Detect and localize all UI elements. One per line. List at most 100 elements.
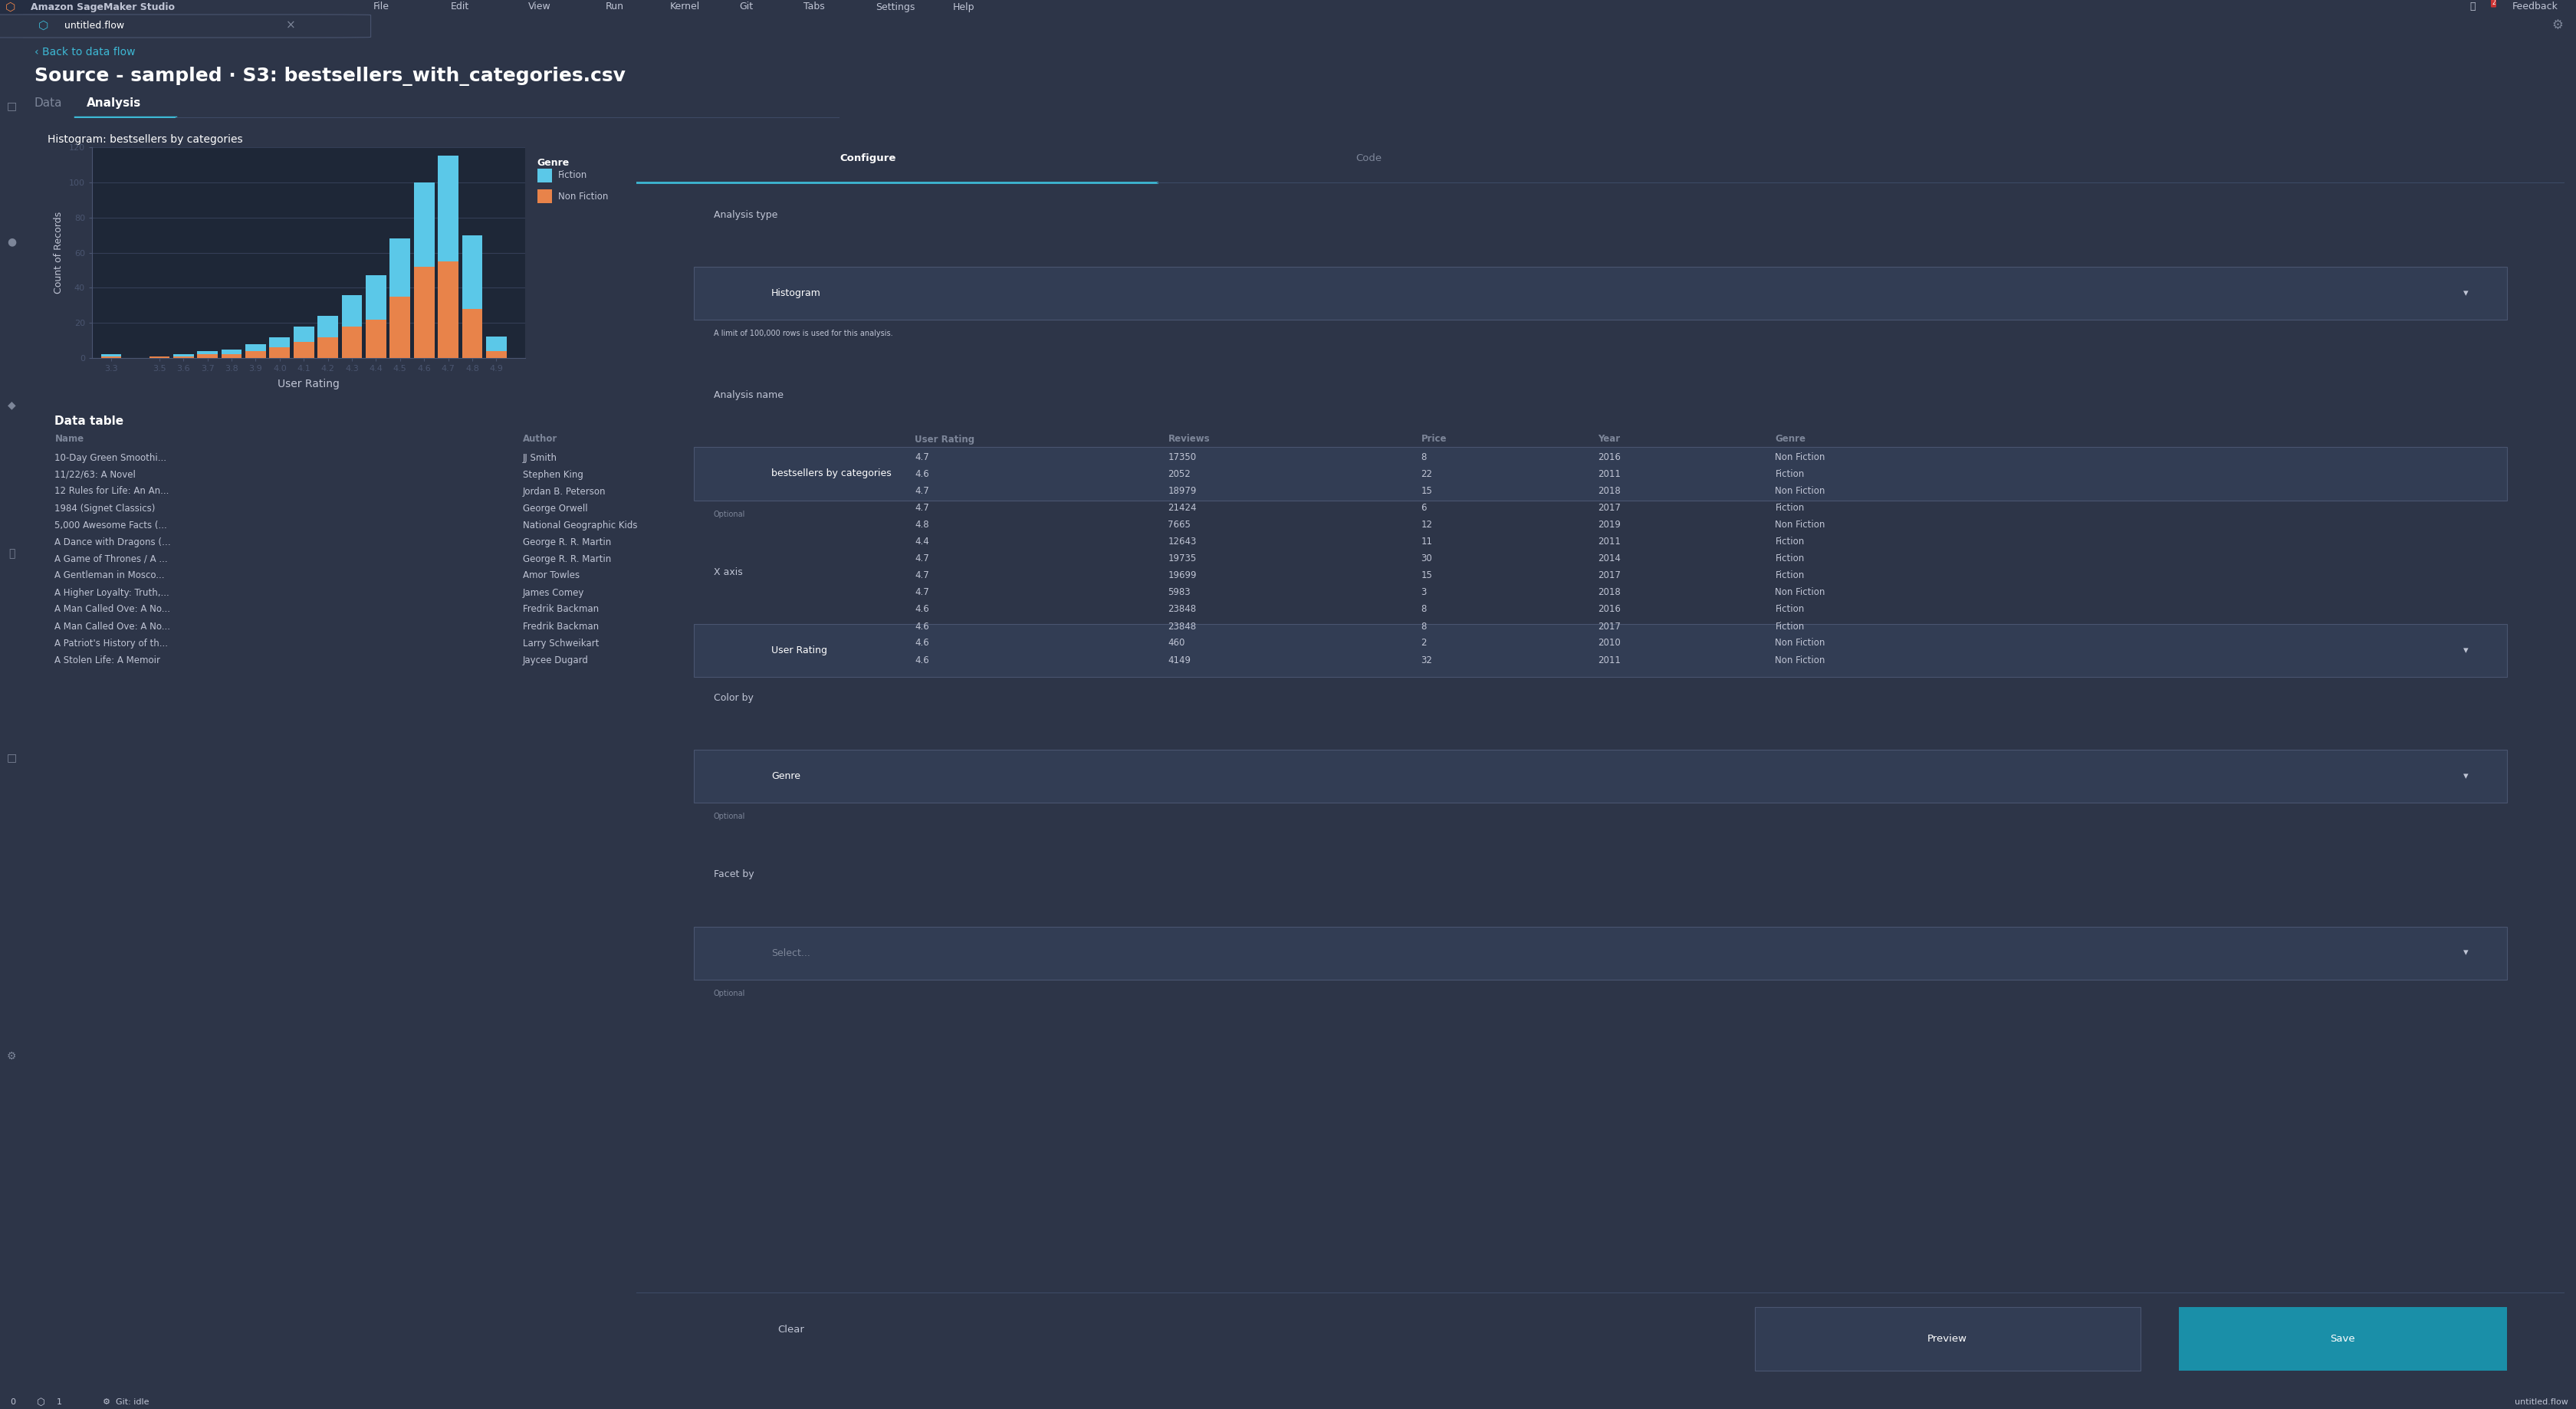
- Text: Fiction: Fiction: [1775, 571, 1803, 581]
- Bar: [438, 262, 459, 358]
- Text: 19699: 19699: [1167, 571, 1198, 581]
- Text: Non Fiction: Non Fiction: [1775, 520, 1826, 530]
- Text: 15: 15: [1422, 486, 1432, 496]
- Text: 2019: 2019: [1597, 520, 1620, 530]
- Text: 17350: 17350: [1167, 452, 1195, 462]
- Text: Amor Towles: Amor Towles: [523, 571, 580, 581]
- Text: 4149: 4149: [1167, 655, 1190, 665]
- Text: A Stolen Life: A Memoir: A Stolen Life: A Memoir: [54, 655, 160, 665]
- Text: James Comey: James Comey: [523, 588, 585, 597]
- Text: Fiction: Fiction: [1775, 554, 1803, 564]
- Text: George R. R. Martin: George R. R. Martin: [523, 554, 611, 564]
- Text: 4.6: 4.6: [914, 638, 930, 648]
- Text: 2017: 2017: [1597, 503, 1620, 513]
- Text: ▾: ▾: [2463, 289, 2468, 299]
- Text: Preview: Preview: [1927, 1334, 1968, 1344]
- Text: Genre: Genre: [1775, 434, 1806, 444]
- Text: 18979: 18979: [1167, 486, 1198, 496]
- Bar: [173, 355, 193, 356]
- Text: Color by: Color by: [714, 693, 752, 703]
- Text: ⬡: ⬡: [5, 1, 15, 13]
- Text: Select...: Select...: [770, 948, 811, 958]
- Text: Data: Data: [33, 97, 62, 108]
- Text: Facet by: Facet by: [714, 869, 755, 879]
- Text: Tabs: Tabs: [804, 1, 824, 11]
- Text: Jordan B. Peterson: Jordan B. Peterson: [523, 486, 605, 496]
- Text: Fiction: Fiction: [1775, 537, 1803, 547]
- Text: 8: 8: [1422, 621, 1427, 631]
- Text: 5983: 5983: [1167, 588, 1190, 597]
- Text: A limit of 100,000 rows is used for this analysis.: A limit of 100,000 rows is used for this…: [714, 330, 891, 338]
- Text: 460: 460: [1167, 638, 1185, 648]
- Text: ▾: ▾: [2463, 771, 2468, 782]
- Bar: [389, 238, 410, 296]
- Text: 11: 11: [1422, 537, 1432, 547]
- Text: 30: 30: [1422, 554, 1432, 564]
- Text: 22: 22: [1422, 469, 1432, 479]
- Bar: [317, 316, 337, 337]
- Bar: [366, 275, 386, 320]
- Text: 23848: 23848: [1167, 604, 1195, 614]
- Bar: [270, 337, 291, 348]
- Text: Fiction: Fiction: [1775, 621, 1803, 631]
- Text: File: File: [374, 1, 389, 11]
- Text: Genre: Genre: [536, 158, 569, 168]
- Text: Genre: Genre: [770, 771, 801, 782]
- Text: 2017: 2017: [1597, 621, 1620, 631]
- Text: 12 Rules for Life: An An...: 12 Rules for Life: An An...: [54, 486, 170, 496]
- Text: □: □: [8, 101, 15, 111]
- Text: Price: Price: [1422, 434, 1448, 444]
- Text: 3: 3: [1422, 588, 1427, 597]
- Text: A Gentleman in Mosco...: A Gentleman in Mosco...: [54, 571, 165, 581]
- Text: Help: Help: [953, 1, 974, 11]
- Text: Configure: Configure: [840, 154, 896, 163]
- Text: ▾: ▾: [2463, 645, 2468, 655]
- Text: Amazon SageMaker Studio: Amazon SageMaker Studio: [31, 1, 175, 11]
- Text: 2011: 2011: [1597, 537, 1620, 547]
- Text: 12: 12: [1422, 520, 1432, 530]
- Text: untitled.flow: untitled.flow: [2514, 1398, 2568, 1406]
- Bar: [294, 342, 314, 358]
- Text: Fiction: Fiction: [559, 170, 587, 180]
- Text: Analysis: Analysis: [88, 97, 142, 108]
- Text: Name: Name: [54, 434, 85, 444]
- Text: 2010: 2010: [1597, 638, 1620, 648]
- Bar: [487, 337, 507, 351]
- Text: A Man Called Ove: A No...: A Man Called Ove: A No...: [54, 604, 170, 614]
- Text: Stephen King: Stephen King: [523, 469, 582, 479]
- Bar: [536, 169, 551, 182]
- FancyBboxPatch shape: [0, 14, 371, 38]
- Text: 2014: 2014: [1597, 554, 1620, 564]
- Text: bestsellers by categories: bestsellers by categories: [770, 469, 891, 479]
- Text: 🎨: 🎨: [8, 548, 15, 559]
- Text: 23848: 23848: [1167, 621, 1195, 631]
- Text: Optional: Optional: [714, 989, 744, 998]
- Bar: [366, 320, 386, 358]
- Text: 0: 0: [10, 1398, 15, 1406]
- Bar: [343, 294, 363, 327]
- Text: Analysis type: Analysis type: [714, 210, 778, 220]
- Text: User Rating: User Rating: [914, 434, 974, 444]
- Text: X axis: X axis: [714, 566, 742, 578]
- Text: 4.7: 4.7: [914, 452, 930, 462]
- Text: A Patriot's History of th...: A Patriot's History of th...: [54, 638, 167, 648]
- Text: 4.4: 4.4: [914, 537, 930, 547]
- Text: Non Fiction: Non Fiction: [1775, 588, 1826, 597]
- Text: 4.6: 4.6: [914, 469, 930, 479]
- Text: ⬡: ⬡: [39, 20, 49, 31]
- Text: Histogram: bestsellers by categories: Histogram: bestsellers by categories: [46, 134, 242, 145]
- Text: A Game of Thrones / A ...: A Game of Thrones / A ...: [54, 554, 167, 564]
- Text: Optional: Optional: [714, 510, 744, 519]
- Text: Save: Save: [2331, 1334, 2354, 1344]
- Bar: [149, 356, 170, 358]
- Bar: [343, 327, 363, 358]
- Text: 4.7: 4.7: [914, 503, 930, 513]
- Text: Optional: Optional: [714, 813, 744, 820]
- Bar: [317, 337, 337, 358]
- Bar: [270, 348, 291, 358]
- Text: 🔔: 🔔: [2470, 1, 2476, 11]
- Text: untitled.flow: untitled.flow: [64, 21, 124, 31]
- Text: Author: Author: [523, 434, 556, 444]
- Text: ◆: ◆: [8, 399, 15, 410]
- Text: 21424: 21424: [1167, 503, 1198, 513]
